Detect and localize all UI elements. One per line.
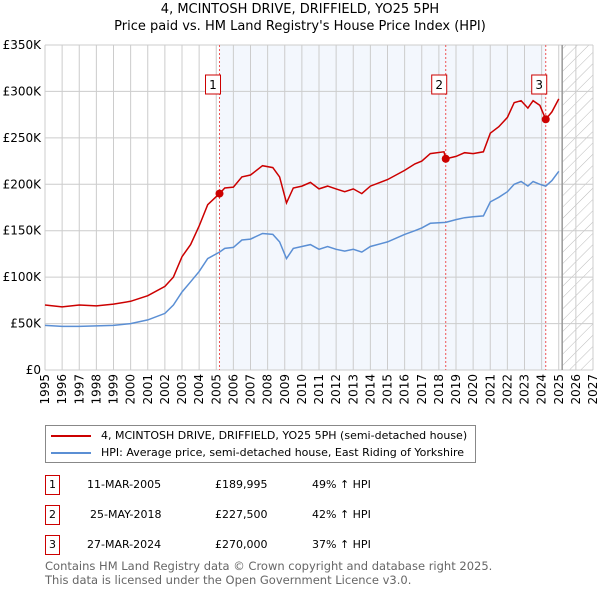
x-tick-label: 2004 <box>192 374 206 405</box>
projection-hatch <box>562 45 593 370</box>
y-tick-label: £50K <box>10 317 42 331</box>
annotation-box <box>531 74 548 95</box>
legend-line-blue <box>51 451 91 454</box>
x-tick-label: 2011 <box>312 374 326 405</box>
sale-row: 1 11-MAR-2005 £189,995 49% ↑ HPI <box>45 475 465 495</box>
x-tick-label: 2013 <box>346 374 360 405</box>
sale-point <box>541 115 550 124</box>
x-tick-label: 2023 <box>518 374 532 405</box>
y-tick-label: £0 <box>26 363 41 377</box>
y-tick-label: £350K <box>3 38 43 52</box>
annotation-box <box>205 74 222 95</box>
chart-subtitle: Price paid vs. HM Land Registry's House … <box>114 19 486 34</box>
sale-number: 1 <box>45 475 60 495</box>
x-tick-label: 2018 <box>432 374 446 405</box>
series-line <box>44 98 560 308</box>
annotation-label: 1 <box>209 78 217 92</box>
x-tick-label: 2009 <box>278 374 292 405</box>
x-tick-label: 2008 <box>261 374 275 405</box>
legend: 4, MCINTOSH DRIVE, DRIFFIELD, YO25 5PH (… <box>45 425 477 463</box>
sale-date: 11-MAR-2005 <box>87 478 162 491</box>
legend-label: 4, MCINTOSH DRIVE, DRIFFIELD, YO25 5PH (… <box>101 429 468 442</box>
sale-price: £227,500 <box>215 508 268 521</box>
sale-point <box>441 154 450 163</box>
footer-licence: This data is licensed under the Open Gov… <box>45 573 412 587</box>
price-chart: 1995 1996 1997 1998 1999 2000 2001 2002 2003 2004… <box>3 38 600 405</box>
x-tick-label: 2003 <box>175 374 189 405</box>
series-line <box>44 170 560 328</box>
x-tick-label: 1997 <box>72 374 86 405</box>
sale-hpi: 37% ↑ HPI <box>312 538 371 551</box>
y-tick-label: £200K <box>3 177 43 191</box>
annotation-box <box>431 74 448 95</box>
sale-row: 3 27-MAR-2024 £270,000 37% ↑ HPI <box>45 535 465 555</box>
y-tick-label: £300K <box>3 84 43 98</box>
x-tick-label: 2014 <box>363 374 377 405</box>
x-tick-label: 2005 <box>209 374 223 405</box>
sale-price: £270,000 <box>215 538 268 551</box>
sale-hpi: 42% ↑ HPI <box>312 508 371 521</box>
x-tick-label: 1998 <box>89 374 103 405</box>
sale-row: 2 25-MAY-2018 £227,500 42% ↑ HPI <box>45 505 465 525</box>
x-tick-label: 1996 <box>55 374 69 405</box>
x-tick-label: 2027 <box>586 374 600 405</box>
sale-point <box>215 189 224 198</box>
y-tick-label: £100K <box>3 270 43 284</box>
sale-price: £189,995 <box>215 478 268 491</box>
footer-copyright: Contains HM Land Registry data © Crown c… <box>45 559 493 573</box>
x-tick-label: 2006 <box>226 374 240 405</box>
x-tick-label: 2012 <box>329 374 343 405</box>
x-tick-label: 2007 <box>244 374 258 405</box>
annotation-label: 3 <box>535 78 543 92</box>
sale-number: 2 <box>45 505 60 525</box>
y-tick-label: £250K <box>3 131 43 145</box>
legend-label: HPI: Average price, semi-detached house,… <box>101 446 465 459</box>
x-tick-label: 2025 <box>552 374 566 405</box>
x-tick-label: 2024 <box>535 374 549 405</box>
x-tick-label: 2015 <box>381 374 395 405</box>
x-tick-label: 2019 <box>449 374 463 405</box>
y-tick-label: £150K <box>3 224 43 238</box>
sale-date: 27-MAR-2024 <box>87 538 162 551</box>
legend-item-property: 4, MCINTOSH DRIVE, DRIFFIELD, YO25 5PH (… <box>51 427 467 444</box>
x-tick-label: 2001 <box>141 374 155 405</box>
x-tick-label: 2026 <box>569 374 583 405</box>
chart-title: 4, MCINTOSH DRIVE, DRIFFIELD, YO25 5PH <box>160 2 440 17</box>
sale-number: 3 <box>45 535 60 555</box>
ownership-shade <box>219 45 546 370</box>
x-tick-label: 2021 <box>483 374 497 405</box>
x-tick-label: 2010 <box>295 374 309 405</box>
sale-date: 25-MAY-2018 <box>90 508 162 521</box>
annotation-label: 2 <box>435 78 443 92</box>
x-tick-label: 2020 <box>466 374 480 405</box>
x-tick-label: 2000 <box>124 374 138 405</box>
x-tick-label: 2016 <box>398 374 412 405</box>
legend-item-hpi: HPI: Average price, semi-detached house,… <box>51 444 467 461</box>
legend-line-red <box>51 434 91 437</box>
x-tick-label: 1999 <box>107 374 121 405</box>
sale-hpi: 49% ↑ HPI <box>312 478 371 491</box>
x-tick-label: 2022 <box>500 374 514 405</box>
x-tick-label: 2002 <box>158 374 172 405</box>
x-tick-label: 1995 <box>38 374 52 405</box>
x-tick-label: 2017 <box>415 374 429 405</box>
